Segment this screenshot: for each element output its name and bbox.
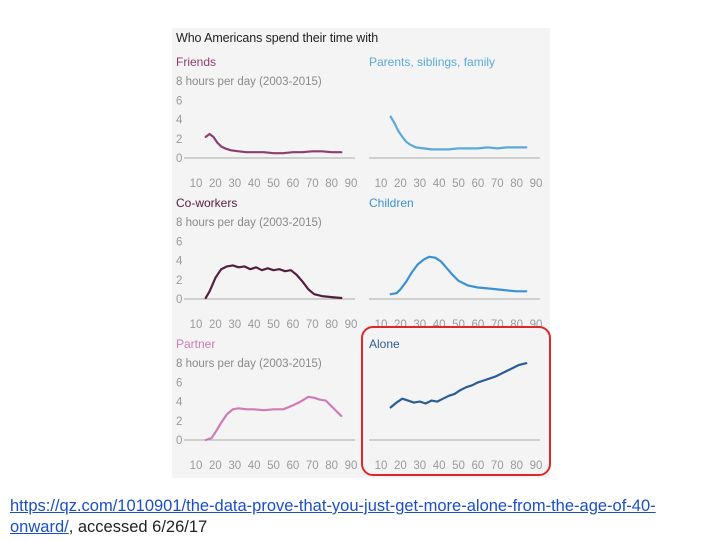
x-tick-label: 90 xyxy=(345,178,358,190)
series-line-children xyxy=(389,255,528,296)
x-tick-label: 20 xyxy=(394,319,407,331)
x-tick-label: 20 xyxy=(209,319,222,331)
x-tick-label: 80 xyxy=(510,178,523,190)
x-tick-label: 40 xyxy=(248,319,261,331)
panel-friends: Friends 8 hours per day (2003-2015) 0 2 4 6 10… xyxy=(176,55,357,190)
x-tick-label: 60 xyxy=(471,319,484,331)
y-tick-label: 2 xyxy=(176,275,182,287)
x-tick-label: 60 xyxy=(286,178,299,190)
x-tick-label: 20 xyxy=(394,178,407,190)
y-tick-label: 4 xyxy=(176,256,183,268)
series-line-alone xyxy=(389,362,528,409)
panel-title: Co-workers xyxy=(176,196,237,210)
x-tick-label: 80 xyxy=(510,460,523,472)
series-line-friends xyxy=(204,132,343,155)
x-tick-label: 50 xyxy=(452,460,465,472)
source-citation: https://qz.com/1010901/the-data-prove-th… xyxy=(10,496,710,538)
x-tick-label: 30 xyxy=(413,319,426,331)
x-tick-label: 30 xyxy=(413,460,426,472)
x-tick-label: 40 xyxy=(248,178,261,190)
x-tick-label: 70 xyxy=(306,460,319,472)
x-tick-label: 10 xyxy=(375,319,388,331)
x-tick-label: 10 xyxy=(190,178,203,190)
x-tick-label: 60 xyxy=(471,178,484,190)
y-unit-label: 8 hours per day (2003-2015) xyxy=(176,217,322,229)
x-tick-label: 20 xyxy=(209,178,222,190)
panel-partner: Partner 8 hours per day (2003-2015) 0 2 4 6 10… xyxy=(176,337,357,472)
x-tick-label: 40 xyxy=(248,460,261,472)
x-tick-label: 30 xyxy=(413,178,426,190)
y-tick-label: 0 xyxy=(176,435,182,447)
x-tick-label: 50 xyxy=(452,319,465,331)
x-tick-label: 40 xyxy=(433,460,446,472)
y-tick-label: 4 xyxy=(176,115,183,127)
x-tick-label: 90 xyxy=(345,319,358,331)
x-tick-label: 30 xyxy=(228,319,241,331)
alone-highlight-box xyxy=(361,326,551,476)
x-tick-label: 60 xyxy=(471,460,484,472)
panel-coworkers: Co-workers 8 hours per day (2003-2015) 0 2 4… xyxy=(176,196,357,331)
y-unit-label: 8 hours per day (2003-2015) xyxy=(176,358,322,370)
y-tick-label: 0 xyxy=(176,153,182,165)
series-line-family xyxy=(389,115,528,151)
x-tick-label: 50 xyxy=(267,319,280,331)
source-link[interactable]: https://qz.com/1010901/the-data-prove-th… xyxy=(10,497,656,536)
x-tick-label: 90 xyxy=(345,460,358,472)
figure-title: Who Americans spend their time with xyxy=(176,31,379,45)
series-line-partner xyxy=(204,395,343,442)
x-tick-label: 70 xyxy=(491,319,504,331)
x-tick-label: 50 xyxy=(452,178,465,190)
x-tick-label: 10 xyxy=(375,460,388,472)
panel-title: Partner xyxy=(176,337,215,351)
x-tick-label: 50 xyxy=(267,460,280,472)
panel-title: Children xyxy=(369,196,414,210)
x-tick-label: 70 xyxy=(491,460,504,472)
y-tick-label: 6 xyxy=(176,95,182,107)
panel-family: Parents, siblings, family 10 20 30 40 50 60 70 8… xyxy=(369,55,542,190)
x-tick-label: 10 xyxy=(190,460,203,472)
y-tick-label: 4 xyxy=(176,397,183,409)
x-tick-label: 20 xyxy=(394,460,407,472)
x-tick-label: 40 xyxy=(433,178,446,190)
x-tick-label: 30 xyxy=(228,460,241,472)
y-tick-label: 6 xyxy=(176,377,182,389)
x-tick-label: 80 xyxy=(325,178,338,190)
x-tick-label: 60 xyxy=(286,460,299,472)
source-link-line-2: onward/ xyxy=(10,518,69,536)
x-tick-label: 40 xyxy=(433,319,446,331)
x-tick-label: 70 xyxy=(306,319,319,331)
panel-title: Friends xyxy=(176,55,216,69)
y-tick-label: 2 xyxy=(176,134,182,146)
x-tick-label: 80 xyxy=(325,460,338,472)
x-tick-label: 70 xyxy=(491,178,504,190)
y-tick-label: 6 xyxy=(176,236,182,248)
x-tick-label: 70 xyxy=(306,178,319,190)
x-tick-label: 80 xyxy=(325,319,338,331)
x-tick-label: 10 xyxy=(375,178,388,190)
x-tick-label: 50 xyxy=(267,178,280,190)
source-accessed-date: , accessed 6/26/17 xyxy=(68,518,208,536)
x-tick-label: 90 xyxy=(530,178,543,190)
y-tick-label: 2 xyxy=(176,416,182,428)
panel-title: Parents, siblings, family xyxy=(369,55,495,69)
y-unit-label: 8 hours per day (2003-2015) xyxy=(176,76,322,88)
x-tick-label: 20 xyxy=(209,460,222,472)
x-tick-label: 80 xyxy=(510,319,523,331)
x-tick-label: 30 xyxy=(228,178,241,190)
panel-title: Alone xyxy=(369,337,400,351)
x-tick-label: 60 xyxy=(286,319,299,331)
series-line-coworkers xyxy=(204,264,343,300)
x-tick-label: 10 xyxy=(190,319,203,331)
y-tick-label: 0 xyxy=(176,294,182,306)
source-link-line-1: https://qz.com/1010901/the-data-prove-th… xyxy=(10,497,656,515)
